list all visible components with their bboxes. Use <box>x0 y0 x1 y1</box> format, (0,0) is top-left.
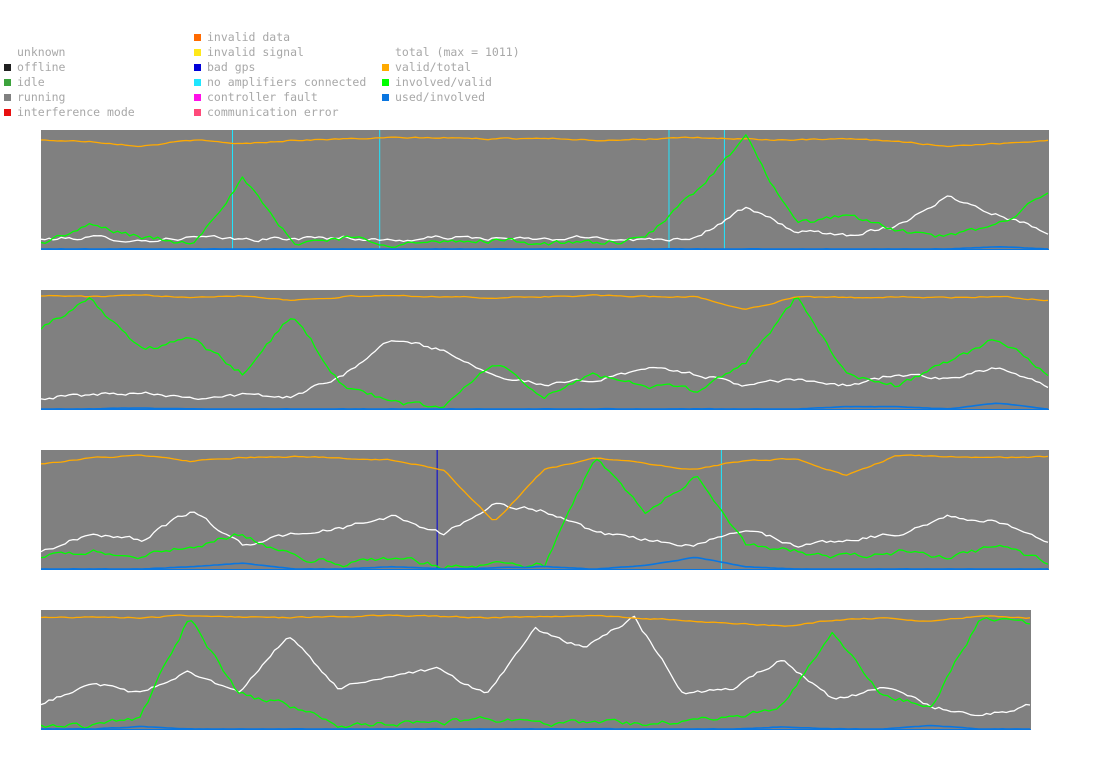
legend-item-lines-1: valid/total <box>382 60 520 75</box>
legend-label: invalid data <box>207 30 291 44</box>
valid-total-line <box>41 454 1049 521</box>
total-line <box>41 615 1031 717</box>
legend-status: unknown offline idle running interference mo… <box>4 45 135 120</box>
legend-label: no amplifiers connected <box>207 75 367 89</box>
legend-lines: total (max = 1011) valid/total involved/va… <box>382 45 520 105</box>
total-line <box>41 195 1049 243</box>
legend-item-status-3: running <box>4 90 135 105</box>
legend-item-errors-2: bad gps <box>194 60 366 75</box>
legend-label: total (max = 1011) <box>395 45 520 59</box>
running-status-background <box>41 450 1049 570</box>
chart-panel-4 <box>41 610 1031 730</box>
legend-label: used/involved <box>395 90 486 104</box>
legend-swatch <box>4 49 11 56</box>
total-line <box>41 502 1049 553</box>
legend-label: involved/valid <box>395 75 492 89</box>
legend-label: running <box>17 90 66 104</box>
chart-panel-1 <box>41 130 1049 250</box>
legend-swatch <box>382 94 389 101</box>
involved-valid-line <box>41 134 1049 248</box>
total-line <box>41 340 1049 401</box>
legend-swatch <box>194 49 201 56</box>
running-status-background <box>41 130 1049 250</box>
legend-item-lines-2: involved/valid <box>382 75 520 90</box>
legend-errors: invalid data invalid signal bad gps no ampl… <box>194 30 366 120</box>
running-status-background <box>41 290 1049 410</box>
legend-item-errors-3: no amplifiers connected <box>194 75 366 90</box>
legend-swatch <box>194 64 201 71</box>
legend-label: idle <box>17 75 45 89</box>
chart-panel-2 <box>41 290 1049 410</box>
legend-label: offline <box>17 60 66 74</box>
legend-label: interference mode <box>17 105 135 119</box>
running-status-background <box>41 610 1031 730</box>
legend-swatch <box>194 34 201 41</box>
legend-item-errors-1: invalid signal <box>194 45 366 60</box>
involved-valid-line <box>41 297 1049 409</box>
legend-item-status-0: unknown <box>4 45 135 60</box>
legend-label: invalid signal <box>207 45 304 59</box>
legend-item-errors-5: communication error <box>194 105 366 120</box>
legend-item-lines-3: used/involved <box>382 90 520 105</box>
legend-swatch <box>194 109 201 116</box>
valid-total-line <box>41 294 1049 310</box>
legend-swatch <box>194 79 201 86</box>
used-involved-line <box>41 556 1049 570</box>
involved-valid-line <box>41 617 1031 729</box>
legend-swatch <box>4 79 11 86</box>
legend-item-status-4: interference mode <box>4 105 135 120</box>
legend-label: communication error <box>207 105 339 119</box>
legend-item-status-2: idle <box>4 75 135 90</box>
valid-total-line <box>41 136 1049 148</box>
legend-item-errors-4: controller fault <box>194 90 366 105</box>
chart-panel-3 <box>41 450 1049 570</box>
legend-label: bad gps <box>207 60 256 74</box>
legend-item-errors-0: invalid data <box>194 30 366 45</box>
legend-item-status-1: offline <box>4 60 135 75</box>
legend-swatch <box>194 94 201 101</box>
legend-swatch <box>382 79 389 86</box>
legend-label: unknown <box>17 45 66 59</box>
legend-swatch <box>4 94 11 101</box>
legend-swatch <box>4 109 11 116</box>
legend-swatch <box>382 64 389 71</box>
legend-swatch <box>4 64 11 71</box>
valid-total-line <box>41 614 1031 627</box>
legend-item-lines-0: total (max = 1011) <box>382 45 520 60</box>
legend-label: controller fault <box>207 90 318 104</box>
legend-label: valid/total <box>395 60 472 74</box>
legend-swatch <box>382 49 389 56</box>
